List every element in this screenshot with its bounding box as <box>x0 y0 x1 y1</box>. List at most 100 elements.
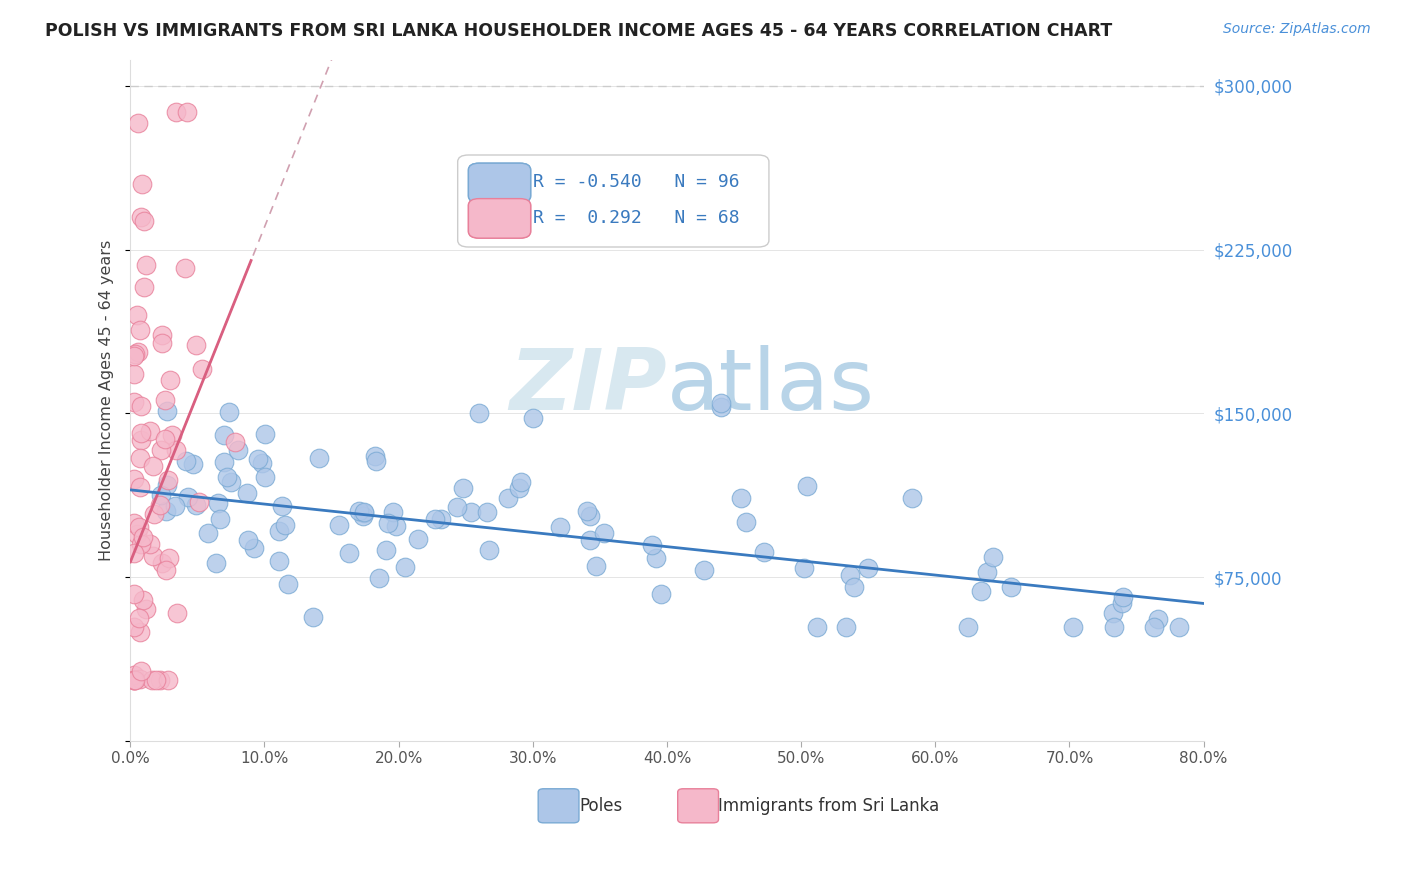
Point <box>273 518 295 533</box>
Point <box>246 452 269 467</box>
Point <box>205 556 228 570</box>
Point <box>197 525 219 540</box>
Point <box>509 475 531 489</box>
Point <box>141 673 163 687</box>
Point <box>207 496 229 510</box>
Point <box>173 260 195 275</box>
Point <box>184 498 207 512</box>
Point <box>842 580 865 594</box>
Point <box>124 586 146 600</box>
Point <box>385 519 408 533</box>
Point <box>579 533 602 548</box>
Point <box>302 610 325 624</box>
Point <box>364 454 387 468</box>
FancyBboxPatch shape <box>538 789 579 822</box>
Point <box>238 533 260 548</box>
Point <box>157 473 180 487</box>
Point <box>214 428 236 442</box>
Point <box>550 520 572 534</box>
Text: POLISH VS IMMIGRANTS FROM SRI LANKA HOUSEHOLDER INCOME AGES 45 - 64 YEARS CORREL: POLISH VS IMMIGRANTS FROM SRI LANKA HOUS… <box>45 22 1112 40</box>
Point <box>219 475 242 489</box>
Point <box>269 524 291 538</box>
Point <box>129 537 152 551</box>
Point <box>129 664 152 678</box>
FancyBboxPatch shape <box>458 155 769 247</box>
Point <box>124 673 146 687</box>
Point <box>165 105 187 120</box>
Point <box>135 601 157 615</box>
Point <box>710 395 733 409</box>
Point <box>352 509 374 524</box>
Point <box>160 428 183 442</box>
Point <box>149 443 172 458</box>
Point <box>124 347 146 361</box>
Point <box>308 450 330 465</box>
Point <box>754 545 776 559</box>
Point <box>981 550 1004 565</box>
Point <box>129 425 152 440</box>
FancyBboxPatch shape <box>678 789 718 822</box>
Point <box>839 568 862 582</box>
Point <box>353 506 375 520</box>
Point <box>188 495 211 509</box>
Point <box>1102 607 1125 621</box>
Point <box>475 505 498 519</box>
Point <box>129 210 152 224</box>
Point <box>143 507 166 521</box>
Point <box>508 481 530 495</box>
Point <box>453 481 475 495</box>
Point <box>128 323 150 337</box>
Text: Immigrants from Sri Lanka: Immigrants from Sri Lanka <box>718 797 939 814</box>
Point <box>155 563 177 577</box>
Point <box>1142 620 1164 634</box>
Point <box>124 673 146 687</box>
Point <box>806 620 828 634</box>
Point <box>585 559 607 574</box>
Point <box>157 550 180 565</box>
Point <box>149 673 172 687</box>
Point <box>641 538 664 552</box>
Point <box>1111 596 1133 610</box>
Point <box>124 471 146 485</box>
Point <box>710 400 733 414</box>
Point <box>650 587 672 601</box>
Point <box>364 449 387 463</box>
Point <box>730 491 752 506</box>
Point <box>166 606 188 620</box>
Text: Poles: Poles <box>579 797 623 814</box>
Text: R =  0.292   N = 68: R = 0.292 N = 68 <box>533 209 740 227</box>
Point <box>236 486 259 500</box>
Point <box>148 498 170 512</box>
Point <box>124 620 146 634</box>
Point <box>1168 620 1191 634</box>
Point <box>644 551 666 566</box>
Point <box>127 116 149 130</box>
Point <box>217 470 239 484</box>
Point <box>901 491 924 505</box>
Point <box>176 105 198 120</box>
Point <box>181 457 204 471</box>
Point <box>150 328 173 343</box>
Point <box>735 515 758 529</box>
Point <box>430 512 453 526</box>
Point <box>174 453 197 467</box>
Point <box>155 504 177 518</box>
Point <box>970 583 993 598</box>
Point <box>381 505 404 519</box>
Point <box>243 541 266 556</box>
Point <box>478 542 501 557</box>
Point <box>124 516 146 530</box>
Point <box>156 404 179 418</box>
Point <box>142 458 165 473</box>
Point <box>793 561 815 575</box>
Point <box>128 520 150 534</box>
Point <box>579 509 602 524</box>
Point <box>191 362 214 376</box>
Point <box>159 373 181 387</box>
Point <box>250 456 273 470</box>
Point <box>128 672 150 686</box>
Point <box>347 503 370 517</box>
Point <box>128 480 150 494</box>
FancyBboxPatch shape <box>468 199 530 238</box>
Point <box>835 620 858 634</box>
